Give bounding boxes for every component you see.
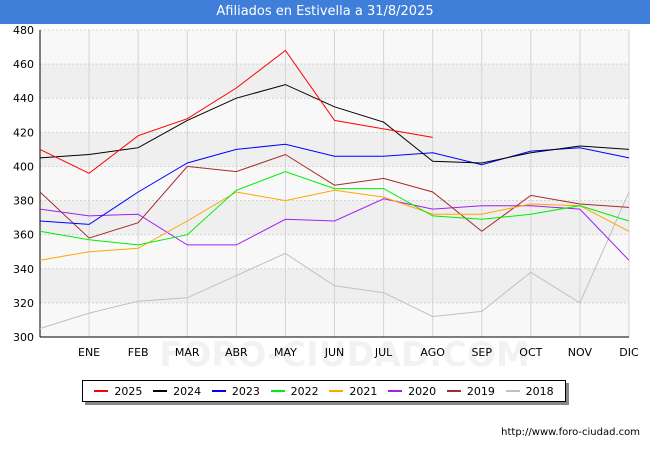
y-tick-label: 360 (13, 229, 34, 242)
x-tick-label: JUL (374, 346, 393, 359)
x-tick-label: FEB (128, 346, 149, 359)
legend-label: 2019 (466, 384, 495, 398)
y-tick-label: 480 (13, 24, 34, 37)
legend-swatch (153, 390, 168, 392)
legend-item-2024: 2024 (153, 385, 201, 398)
legend-item-2021: 2021 (329, 385, 377, 398)
legend-label: 2022 (290, 384, 319, 398)
legend-item-2022: 2022 (270, 384, 319, 398)
y-tick-label: 460 (13, 58, 34, 71)
series-line-2019 (39, 153, 630, 239)
legend-item-2019: 2019 (446, 384, 495, 398)
legend-swatch (270, 390, 285, 392)
source-url: http://www.foro-ciudad.com (501, 427, 640, 438)
x-tick-label: MAY (274, 346, 297, 359)
x-tick-label: MAR (175, 346, 200, 359)
chart-title: Afiliados en Estivella a 31/8/2025 (0, 0, 650, 24)
legend-label: 2018 (525, 384, 554, 398)
legend-swatch (94, 390, 109, 392)
series-line-2020 (39, 198, 630, 261)
legend-swatch (211, 390, 226, 392)
x-tick-label: ABR (225, 346, 248, 359)
x-tick-label: NOV (568, 346, 593, 359)
legend-item-2023: 2023 (211, 384, 260, 398)
series-line-2018 (39, 191, 630, 329)
x-tick-label: SEP (471, 346, 492, 359)
legend-item-2018: 2018 (505, 384, 554, 398)
legend-swatch (388, 390, 403, 392)
y-tick-label: 400 (13, 160, 34, 173)
x-tick-label: DIC (619, 346, 639, 359)
series-line-2021 (39, 189, 630, 261)
legend-label: 2023 (231, 384, 260, 398)
legend-item-2020: 2020 (388, 385, 436, 398)
x-tick-label: JUN (324, 346, 345, 359)
legend-swatch (329, 390, 344, 392)
series-line-2024 (39, 84, 630, 164)
legend-swatch (446, 390, 461, 392)
series-line-2025 (39, 49, 433, 174)
x-tick-label: AGO (420, 346, 445, 359)
y-tick-label: 380 (13, 195, 34, 208)
tick-labels: 300 320 340 360 380 400 420 440 460 480 ENE FEB MAR A… (13, 24, 639, 359)
y-tick-label: 440 (13, 92, 34, 105)
legend-label: 2024 (173, 384, 202, 398)
y-tick-label: 420 (13, 126, 34, 139)
legend-label: 2020 (408, 384, 437, 398)
y-tick-label: 300 (13, 331, 34, 344)
grid-lines (40, 29, 630, 338)
legend-swatch (505, 390, 520, 392)
legend-label: 2021 (349, 384, 378, 398)
legend-item-2025: 2025 (94, 385, 142, 398)
axes (39, 30, 629, 338)
series-line-2023 (39, 143, 630, 225)
y-tick-label: 320 (13, 297, 34, 310)
watermark: FORO-CIUDAD.COM (159, 335, 530, 375)
series-lines (39, 49, 630, 329)
x-tick-label: OCT (519, 346, 542, 359)
y-tick-label: 340 (13, 263, 34, 276)
legend-label: 2025 (114, 384, 143, 398)
legend: 2025 2024 2023 2022 2021 2020 2019 2018 (82, 380, 566, 402)
x-tick-label: ENE (78, 346, 100, 359)
series-line-2022 (39, 171, 630, 246)
